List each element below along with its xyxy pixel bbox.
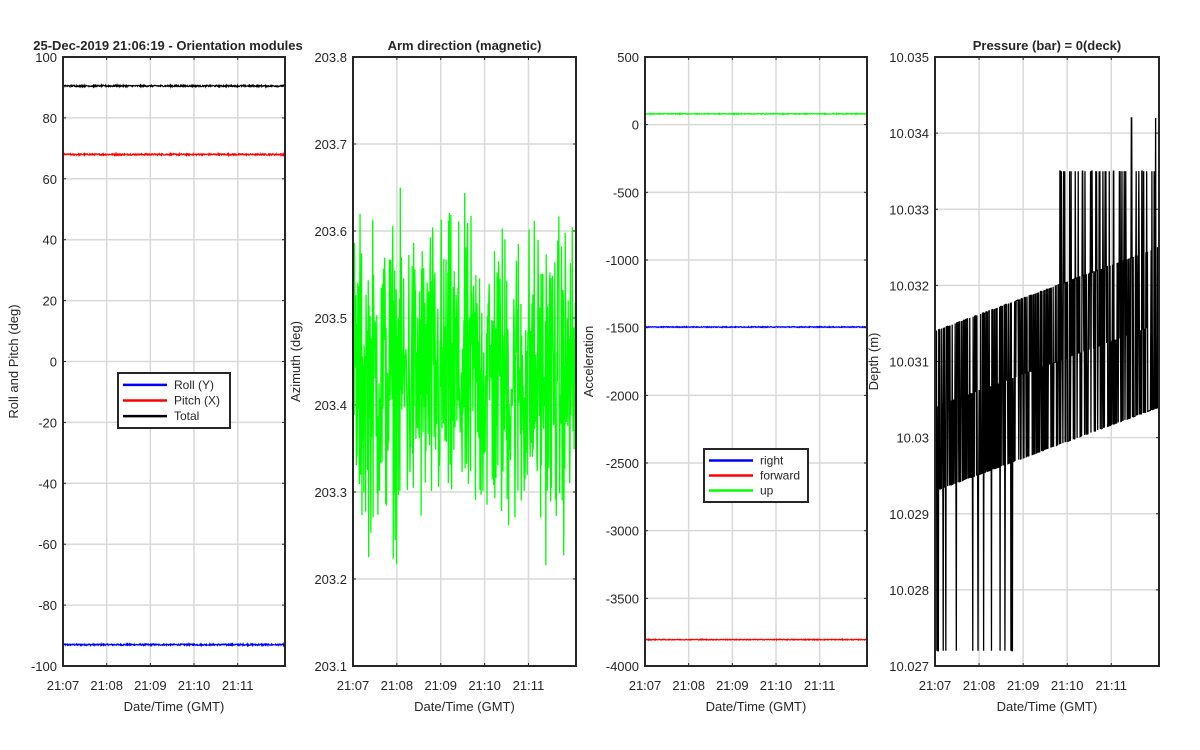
y-axis-label: Depth (m) xyxy=(866,333,881,391)
y-tick-label: 203.4 xyxy=(314,398,347,413)
y-tick-label: 203.1 xyxy=(314,659,347,674)
series-line xyxy=(352,187,577,566)
y-tick-label: -500 xyxy=(613,185,639,200)
y-tick-label: 10.032 xyxy=(889,278,929,293)
y-tick-label: -20 xyxy=(38,415,57,430)
y-tick-label: 500 xyxy=(617,50,639,65)
y-tick-label: -2500 xyxy=(606,456,639,471)
x-tick-label: 21:08 xyxy=(90,678,123,693)
y-tick-label: 0 xyxy=(632,118,639,133)
legend-label: Roll (Y) xyxy=(174,378,214,392)
series-line xyxy=(934,117,1160,652)
legend-label: right xyxy=(760,454,784,468)
y-axis-label: Acceleration xyxy=(581,326,596,398)
series-line xyxy=(62,82,286,89)
y-tick-label: -4000 xyxy=(606,659,639,674)
y-tick-label: 10.03 xyxy=(896,431,929,446)
x-tick-label: 21:09 xyxy=(424,678,457,693)
x-axis-label: Date/Time (GMT) xyxy=(124,699,225,714)
y-tick-label: 10.028 xyxy=(889,583,929,598)
x-tick-label: 21:07 xyxy=(47,678,80,693)
axes-frame xyxy=(644,56,868,667)
y-tick-label: -3000 xyxy=(606,524,639,539)
x-tick-label: 21:10 xyxy=(468,678,501,693)
y-tick-label: 10.027 xyxy=(889,659,929,674)
x-tick-label: 21:08 xyxy=(381,678,414,693)
x-tick-label: 21:11 xyxy=(222,678,254,693)
panel-orientation: 21:07 21:08 21:09 21:10 21:11 100 80 60 40 20 0 -20… xyxy=(6,38,303,714)
x-tick-label: 21:08 xyxy=(963,678,996,693)
chart-title: Pressure (bar) = 0(deck) xyxy=(973,38,1121,53)
y-axis-label: Roll and Pitch (deg) xyxy=(6,304,21,418)
x-axis-label: Date/Time (GMT) xyxy=(414,699,515,714)
y-tick-label: 60 xyxy=(43,172,57,187)
series-line xyxy=(644,325,868,329)
panel-arm-direction: 21:07 21:08 21:09 21:10 21:11 203.8 203.7 203.6… xyxy=(288,38,577,714)
axes-frame xyxy=(934,56,1160,667)
x-tick-label: 21:10 xyxy=(760,678,793,693)
x-tick-label: 21:10 xyxy=(178,678,211,693)
legend-label: Pitch (X) xyxy=(174,394,220,408)
y-tick-label: -1500 xyxy=(606,321,639,336)
x-tick-label: 21:11 xyxy=(804,678,836,693)
legend-label: Total xyxy=(174,409,199,423)
y-tick-label: 203.3 xyxy=(314,485,347,500)
axes-frame xyxy=(352,56,577,667)
y-tick-label: 10.035 xyxy=(889,50,929,65)
y-tick-label: 203.5 xyxy=(314,311,347,326)
legend: Roll (Y) Pitch (X)Total xyxy=(117,372,231,429)
y-tick-label: 100 xyxy=(35,50,57,65)
x-tick-label: 21:08 xyxy=(672,678,705,693)
y-tick-label: 203.7 xyxy=(314,137,347,152)
y-tick-label: -1000 xyxy=(606,253,639,268)
y-tick-label: 40 xyxy=(43,233,57,248)
x-tick-label: 21:11 xyxy=(513,678,545,693)
y-tick-label: 80 xyxy=(43,111,57,126)
y-tick-label: -3500 xyxy=(606,591,639,606)
y-tick-label: 203.2 xyxy=(314,572,347,587)
series-line xyxy=(62,641,286,648)
y-tick-label: -60 xyxy=(38,537,57,552)
x-tick-label: 21:10 xyxy=(1051,678,1084,693)
x-tick-label: 21:07 xyxy=(629,678,662,693)
y-tick-label: 203.8 xyxy=(314,50,347,65)
chart-title: Arm direction (magnetic) xyxy=(388,38,542,53)
y-tick-label: 10.031 xyxy=(889,355,929,370)
x-tick-label: 21:07 xyxy=(919,678,952,693)
x-tick-label: 21:07 xyxy=(337,678,370,693)
x-tick-label: 21:09 xyxy=(134,678,167,693)
x-tick-label: 21:09 xyxy=(716,678,749,693)
chart-title: 25-Dec-2019 21:06:19 - Orientation modul… xyxy=(33,38,303,53)
series-line xyxy=(62,151,286,158)
y-tick-label: 203.6 xyxy=(314,224,347,239)
y-tick-label: 0 xyxy=(50,355,57,370)
y-tick-label: -2000 xyxy=(606,388,639,403)
panel-depth: 21:07 21:08 21:09 21:10 21:11 10.035 10.034 10.… xyxy=(866,38,1160,714)
y-tick-label: -40 xyxy=(38,476,57,491)
y-axis-label: Azimuth (deg) xyxy=(288,321,303,402)
panel-acceleration: 21:07 21:08 21:09 21:10 21:11 500 0 -500 -1000 -1… xyxy=(581,50,868,714)
series-line xyxy=(644,112,868,116)
y-tick-label: 10.034 xyxy=(889,126,929,141)
y-tick-label: 10.033 xyxy=(889,202,929,217)
y-tick-label: -80 xyxy=(38,598,57,613)
y-tick-label: 10.029 xyxy=(889,507,929,522)
axes-frame xyxy=(62,56,286,667)
y-tick-label: 20 xyxy=(43,294,57,309)
x-axis-label: Date/Time (GMT) xyxy=(997,699,1098,714)
legend-label: up xyxy=(760,484,774,498)
x-tick-label: 21:11 xyxy=(1095,678,1127,693)
series-line xyxy=(644,637,868,642)
legend-label: forward xyxy=(760,469,800,483)
x-axis-label: Date/Time (GMT) xyxy=(706,699,807,714)
plot-area xyxy=(645,57,867,666)
x-tick-label: 21:09 xyxy=(1007,678,1040,693)
y-tick-label: -100 xyxy=(31,659,57,674)
